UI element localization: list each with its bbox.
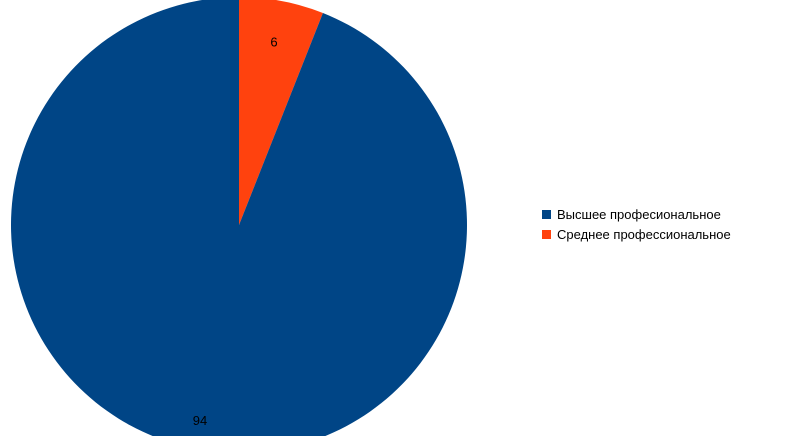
slice-secondary: [239, 0, 323, 225]
legend-swatch-secondary: [542, 229, 551, 239]
legend-label-higher: Высшее професиональное: [557, 206, 721, 222]
legend-item-secondary: Среднее профессиональное: [542, 224, 731, 244]
legend-label-secondary: Среднее профессиональное: [557, 226, 731, 242]
legend-swatch-higher: [542, 209, 551, 219]
pie-chart: 6 94: [11, 0, 467, 436]
slice-higher: [11, 0, 467, 436]
legend-item-higher: Высшее професиональное: [542, 204, 731, 224]
legend: Высшее професиональное Среднее профессио…: [542, 204, 731, 244]
data-label-secondary: 6: [270, 34, 277, 49]
data-label-higher: 94: [193, 413, 207, 428]
